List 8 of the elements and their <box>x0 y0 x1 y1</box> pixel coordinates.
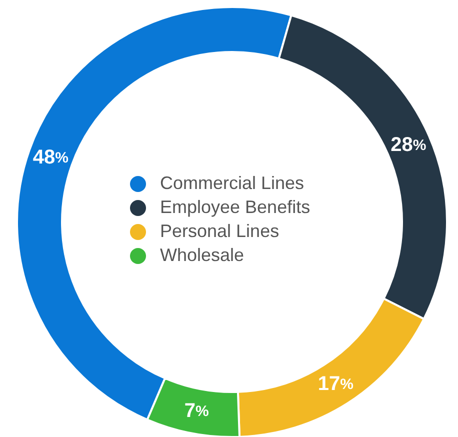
data-label: 48% <box>32 146 68 168</box>
data-label: 17% <box>318 373 354 396</box>
legend-label: Wholesale <box>160 244 244 264</box>
legend-label: Commercial Lines <box>160 172 304 192</box>
legend-label: Personal Lines <box>160 220 280 240</box>
data-label: 7% <box>184 400 209 422</box>
legend-label: Employee Benefits <box>160 196 310 216</box>
data-label: 28% <box>390 134 426 156</box>
